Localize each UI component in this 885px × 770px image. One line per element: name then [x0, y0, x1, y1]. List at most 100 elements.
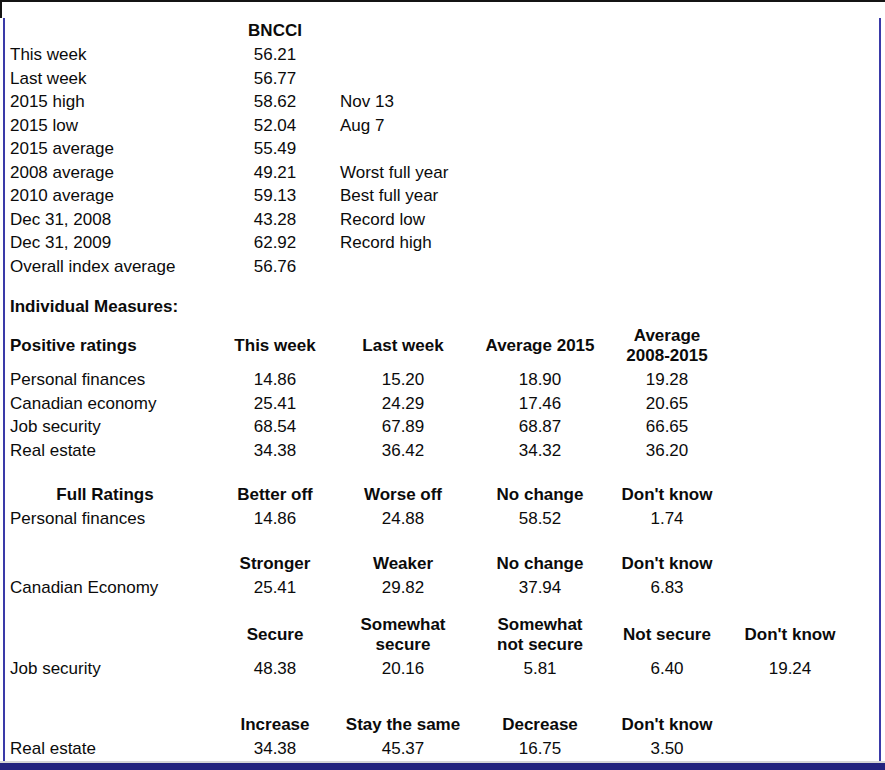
- row-label: Personal finances: [0, 507, 210, 531]
- table-row: Job security 68.54 67.89 68.87 66.65: [0, 415, 885, 439]
- column-header: No change: [466, 483, 614, 507]
- index-value: 56.77: [210, 67, 340, 91]
- row-label: 2008 average: [0, 161, 210, 185]
- row-label: Real estate: [0, 737, 210, 761]
- cell-value: 68.87: [466, 415, 614, 439]
- table-header-row: Increase Stay the same Decrease Don't kn…: [0, 713, 885, 737]
- bottom-border-bar: [0, 763, 885, 770]
- column-header: Don't know: [614, 483, 720, 507]
- row-label: 2015 low: [0, 114, 210, 138]
- table-header-row: Positive ratings This week Last week Ave…: [0, 323, 885, 368]
- cell-value: 66.65: [614, 415, 720, 439]
- cell-value: 58.52: [466, 507, 614, 531]
- column-header: Full Ratings: [0, 483, 210, 507]
- column-header: Average 2008-2015: [614, 326, 720, 366]
- cell-value: 6.40: [614, 657, 720, 681]
- table-row: Last week 56.77: [0, 67, 885, 91]
- table-row: This week 56.21: [0, 43, 885, 67]
- cell-value: 68.54: [210, 415, 340, 439]
- cell-value: 67.89: [340, 415, 466, 439]
- cell-value: 34.38: [210, 439, 340, 463]
- cell-value: 14.86: [210, 507, 340, 531]
- column-header: Somewhat secure: [340, 615, 466, 655]
- table-row: Dec 31, 2009 62.92 Record high: [0, 231, 885, 255]
- row-note: Best full year: [340, 184, 860, 208]
- cell-value: 17.46: [466, 392, 614, 416]
- cell-value: 20.16: [340, 657, 466, 681]
- index-summary-table: BNCCI This week 56.21 Last week 56.77 20…: [0, 0, 885, 760]
- column-header: Somewhat not secure: [466, 615, 614, 655]
- row-label: Overall index average: [0, 255, 210, 279]
- cell-value: 48.38: [210, 657, 340, 681]
- cell-value: 36.20: [614, 439, 720, 463]
- row-label: 2010 average: [0, 184, 210, 208]
- column-header: Average 2015: [466, 336, 614, 356]
- index-value: 55.49: [210, 137, 340, 161]
- row-note: Worst full year: [340, 161, 860, 185]
- cell-value: 16.75: [466, 737, 614, 761]
- table-row: Canadian economy 25.41 24.29 17.46 20.65: [0, 392, 885, 416]
- row-note: [340, 43, 860, 67]
- column-header: Positive ratings: [0, 336, 210, 356]
- cell-value: 19.28: [614, 368, 720, 392]
- cell-value: 36.42: [340, 439, 466, 463]
- table-header-row: Secure Somewhat secure Somewhat not secu…: [0, 612, 885, 657]
- index-value: 62.92: [210, 231, 340, 255]
- table-row: Dec 31, 2008 43.28 Record low: [0, 208, 885, 232]
- cell-value: 19.24: [720, 657, 860, 681]
- index-value: 43.28: [210, 208, 340, 232]
- row-label: Real estate: [0, 439, 210, 463]
- report-page: BNCCI This week 56.21 Last week 56.77 20…: [0, 0, 885, 770]
- row-label: Job security: [0, 415, 210, 439]
- table-row: 2008 average 49.21 Worst full year: [0, 161, 885, 185]
- cell-value: 25.41: [210, 392, 340, 416]
- table-row: 2015 average 55.49: [0, 137, 885, 161]
- row-label: Dec 31, 2009: [0, 231, 210, 255]
- column-header: Don't know: [720, 625, 860, 645]
- table-row: 2015 low 52.04 Aug 7: [0, 114, 885, 138]
- row-note: [340, 255, 860, 279]
- table-row: Real estate 34.38 45.37 16.75 3.50: [0, 737, 885, 761]
- column-header: This week: [210, 336, 340, 356]
- cell-value: 14.86: [210, 368, 340, 392]
- index-value: 49.21: [210, 161, 340, 185]
- cell-value: 45.37: [340, 737, 466, 761]
- row-label: Dec 31, 2008: [0, 208, 210, 232]
- index-value: 52.04: [210, 114, 340, 138]
- cell-value: 24.88: [340, 507, 466, 531]
- cell-value: 37.94: [466, 576, 614, 600]
- table-row: 2015 high 58.62 Nov 13: [0, 90, 885, 114]
- column-header: Increase: [210, 713, 340, 737]
- cell-value: 29.82: [340, 576, 466, 600]
- column-header: Last week: [340, 336, 466, 356]
- column-header: Stronger: [210, 552, 340, 576]
- index-value: 59.13: [210, 184, 340, 208]
- table-row: 2010 average 59.13 Best full year: [0, 184, 885, 208]
- column-header: Decrease: [466, 713, 614, 737]
- section-title: Individual Measures:: [0, 295, 466, 319]
- row-label: Job security: [0, 657, 210, 681]
- column-header: Don't know: [614, 713, 720, 737]
- cell-value: 18.90: [466, 368, 614, 392]
- row-label: 2015 average: [0, 137, 210, 161]
- cell-value: 25.41: [210, 576, 340, 600]
- column-header: Stay the same: [340, 713, 466, 737]
- row-label: Last week: [0, 67, 210, 91]
- table-header-row: Stronger Weaker No change Don't know: [0, 552, 885, 576]
- cell-value: 24.29: [340, 392, 466, 416]
- column-header: No change: [466, 552, 614, 576]
- cell-value: 3.50: [614, 737, 720, 761]
- index-value: 56.21: [210, 43, 340, 67]
- column-header: Don't know: [614, 552, 720, 576]
- table-row: BNCCI: [0, 19, 885, 43]
- row-label: 2015 high: [0, 90, 210, 114]
- table-row: Canadian Economy 25.41 29.82 37.94 6.83: [0, 576, 885, 600]
- index-value: 56.76: [210, 255, 340, 279]
- row-label: Canadian economy: [0, 392, 210, 416]
- cell-value: 5.81: [466, 657, 614, 681]
- column-header: Better off: [210, 483, 340, 507]
- cell-value: 15.20: [340, 368, 466, 392]
- table-header-row: Full Ratings Better off Worse off No cha…: [0, 483, 885, 507]
- column-header: Not secure: [614, 625, 720, 645]
- row-note: Aug 7: [340, 114, 860, 138]
